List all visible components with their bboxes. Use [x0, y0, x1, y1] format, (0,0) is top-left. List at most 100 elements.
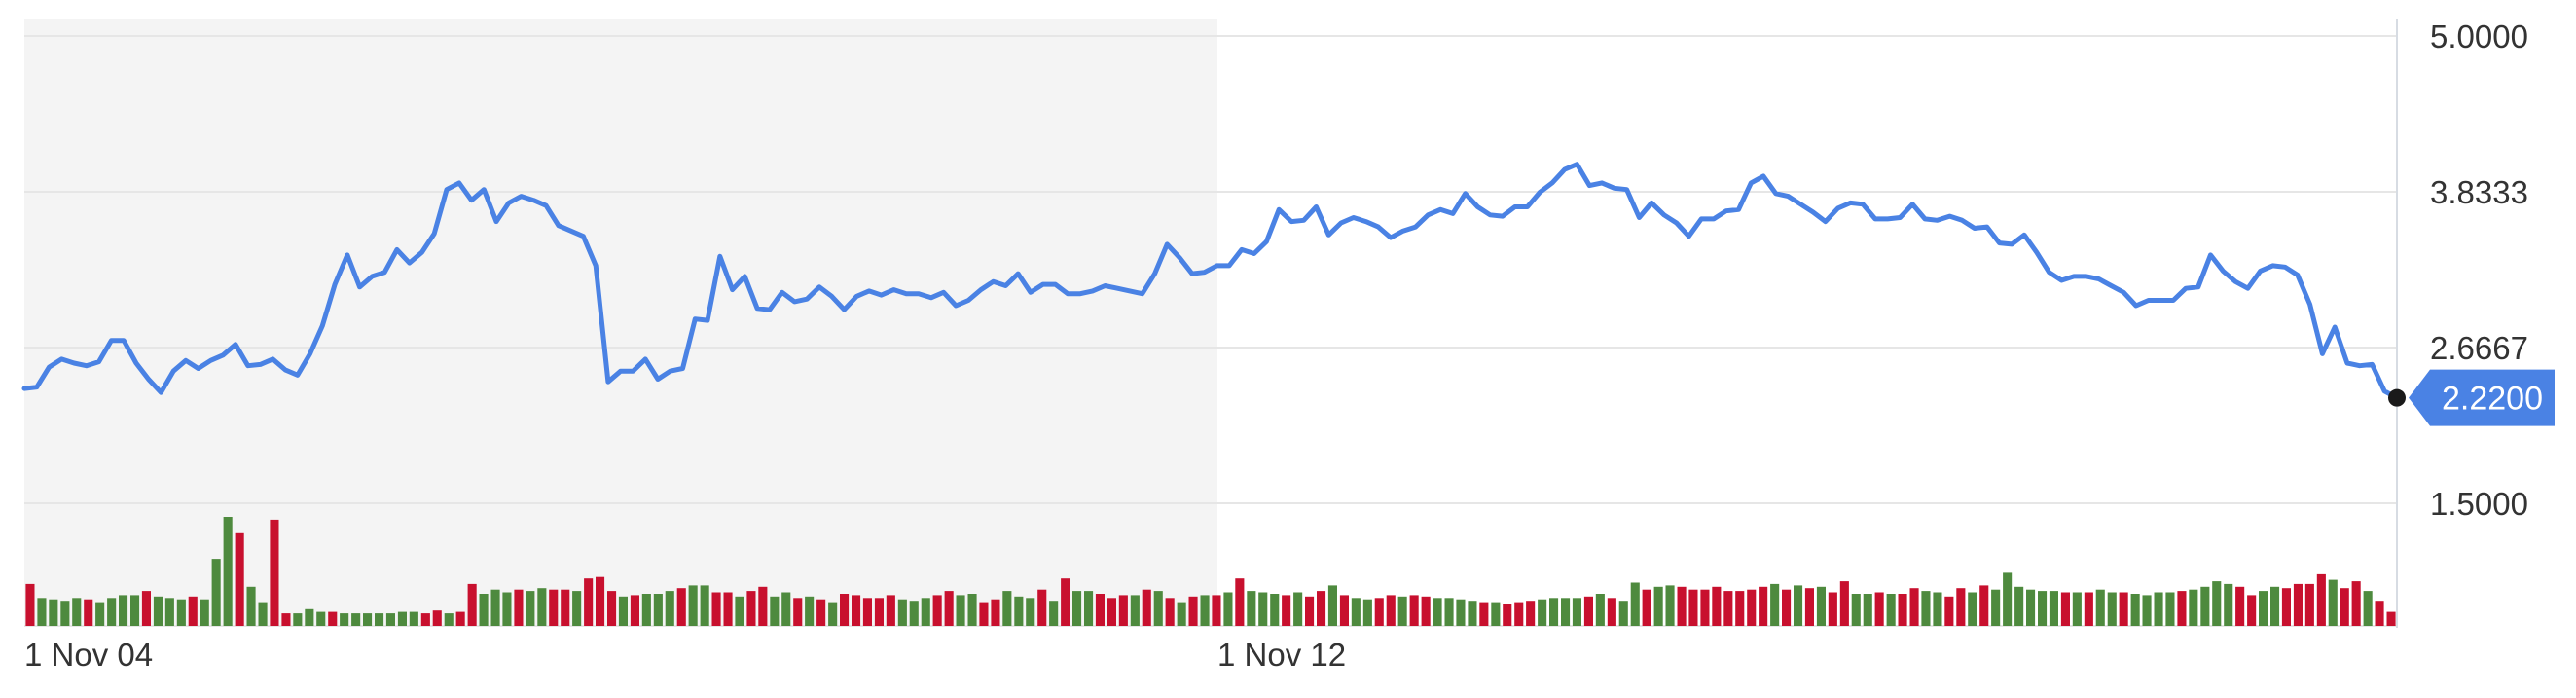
volume-bar	[1026, 598, 1035, 626]
volume-bar	[1386, 595, 1396, 626]
volume-bar	[572, 591, 582, 626]
volume-bar	[526, 591, 535, 626]
volume-bar	[770, 596, 780, 626]
volume-bar	[1188, 596, 1198, 626]
volume-bar	[141, 591, 151, 626]
volume-bar	[956, 595, 965, 626]
volume-bar	[1688, 589, 1698, 626]
volume-bar	[1909, 588, 1919, 626]
y-tick-label: 1.5000	[2430, 486, 2528, 522]
volume-bar	[886, 595, 895, 626]
volume-bar	[2304, 583, 2314, 626]
volume-bar	[1630, 582, 1640, 626]
volume-bar	[1747, 589, 1757, 626]
volume-bar	[665, 591, 674, 626]
volume-bar	[409, 611, 418, 626]
volume-bar	[1374, 598, 1384, 626]
volume-bar	[200, 599, 209, 626]
volume-bar	[305, 608, 314, 626]
volume-bar	[176, 599, 186, 626]
volume-bar	[1653, 586, 1663, 626]
volume-bar	[2316, 573, 2326, 626]
volume-bar	[2095, 589, 2105, 626]
volume-bar	[444, 613, 454, 626]
volume-bar	[2038, 591, 2048, 626]
volume-bar	[1351, 598, 1361, 626]
volume-bar	[2026, 589, 2036, 626]
volume-bar	[1735, 591, 1745, 626]
volume-bar	[793, 598, 803, 626]
volume-bar	[2177, 591, 2187, 626]
volume-bar	[49, 599, 58, 626]
volume-bar	[688, 585, 698, 626]
volume-bar	[1933, 592, 1942, 626]
volume-bar	[1165, 598, 1175, 626]
volume-bar	[37, 598, 47, 626]
volume-bar	[1212, 595, 1221, 626]
volume-bar	[2142, 595, 2152, 626]
volume-bar	[1061, 578, 1070, 626]
volume-bar	[1247, 591, 1256, 626]
volume-bar	[2060, 592, 2070, 626]
volume-bar	[1956, 588, 1966, 626]
volume-bar	[1979, 585, 1989, 626]
volume-bar	[2247, 595, 2257, 626]
volume-bar	[1607, 598, 1616, 626]
volume-bar	[2235, 586, 2245, 626]
y-tick-label: 5.0000	[2430, 18, 2528, 55]
volume-bar	[1317, 591, 1326, 626]
volume-bar	[351, 613, 361, 626]
volume-bar	[258, 602, 268, 626]
volume-bar	[1816, 586, 1826, 626]
volume-bar	[735, 596, 744, 626]
volume-bar	[1421, 596, 1431, 626]
volume-bar	[816, 599, 826, 626]
volume-bar	[153, 596, 163, 626]
volume-bar	[1770, 583, 1780, 626]
volume-bar	[2130, 594, 2140, 626]
volume-bar	[607, 591, 617, 626]
volume-bar	[1456, 599, 1466, 626]
y-axis-ticks: 5.0000 3.8333 2.6667 1.5000	[2430, 18, 2528, 522]
volume-bar	[758, 586, 768, 626]
volume-bar	[1444, 598, 1454, 626]
volume-bar	[223, 517, 233, 626]
volume-bar	[1327, 585, 1337, 626]
volume-bar	[1759, 586, 1768, 626]
volume-bar	[1886, 594, 1896, 626]
volume-bar	[700, 585, 709, 626]
volume-bar	[293, 613, 303, 626]
volume-bar	[1223, 592, 1233, 626]
y-tick-label: 2.6667	[2430, 330, 2528, 366]
volume-bar	[921, 598, 930, 626]
volume-bar	[618, 596, 628, 626]
volume-bar	[1572, 598, 1581, 626]
volume-bar	[107, 598, 117, 626]
volume-bar	[2003, 572, 2013, 626]
volume-bar	[723, 592, 733, 626]
volume-bar	[188, 596, 198, 626]
volume-bar	[2351, 581, 2361, 626]
volume-bar	[164, 598, 174, 626]
volume-bar	[514, 589, 524, 626]
volume-bar	[2386, 611, 2396, 626]
volume-bar	[862, 598, 872, 626]
volume-bar	[1968, 592, 1977, 626]
volume-bar	[1794, 585, 1803, 626]
volume-bar	[1991, 589, 2001, 626]
volume-bar	[1270, 594, 1280, 626]
volume-bar	[1851, 594, 1861, 626]
volume-bar	[1305, 596, 1315, 626]
volume-bar	[316, 611, 326, 626]
volume-bar	[1921, 591, 1931, 626]
volume-bar	[584, 578, 594, 626]
volume-bar	[2375, 601, 2384, 626]
volume-bars	[25, 517, 2396, 626]
volume-bar	[1339, 595, 1349, 626]
volume-bar	[2224, 583, 2233, 626]
last-value-label: 2.2200	[2409, 369, 2555, 426]
volume-bar	[676, 588, 686, 626]
volume-bar	[1491, 602, 1501, 626]
volume-bar	[1514, 602, 1524, 626]
volume-bar	[2119, 592, 2128, 626]
